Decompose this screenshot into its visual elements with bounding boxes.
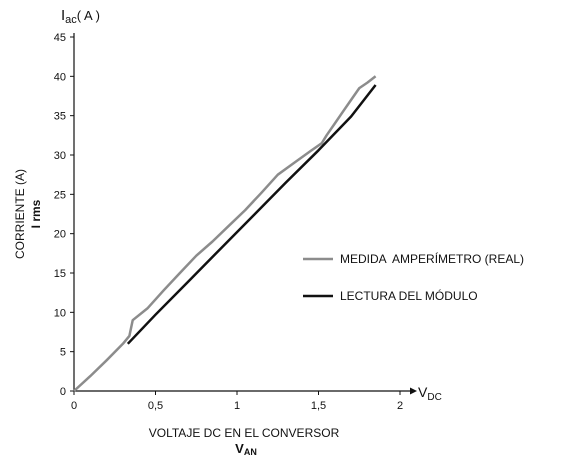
y-axis-title: CORRIENTE (A) [13,169,27,259]
axes: 0 0,5 1 1,5 2 0 5 10 15 20 25 30 35 40 45 [54,32,417,412]
y-tick-label: 20 [54,229,66,241]
series-line-real [73,75,377,392]
x-tick-label: 1,5 [311,400,326,412]
y-tick-label: 0 [60,386,66,398]
y-axis-subtitle: I rms [29,199,43,228]
x-ticks: 0 0,5 1 1,5 2 [71,391,403,412]
x-axis-subtitle-symbol: V [235,441,244,456]
x-axis-subtitle: VAN [235,441,257,457]
y-tick-label: 30 [54,150,66,162]
series-layer [73,75,377,392]
x-tick-label: 1 [234,400,240,412]
y-unit-label: Iac( A ) [61,7,100,26]
y-tick-label: 45 [54,32,66,44]
y-tick-label: 25 [54,189,66,201]
x-axis-subtitle-subscript: AN [244,447,257,457]
legend-label-module: LECTURA DEL MÓDULO [340,288,478,303]
y-unit-suffix: ( A ) [77,8,100,23]
y-tick-label: 10 [54,307,66,319]
x-axis-arrow [410,387,417,395]
legend-label-real: MEDIDA AMPERÍMETRO (REAL) [340,251,524,266]
series-line-module [126,84,377,345]
y-tick-label: 15 [54,268,66,280]
y-unit-symbol: I [61,7,65,24]
y-unit-subscript: ac [65,14,77,26]
y-tick-label: 40 [54,71,66,83]
x-tick-label: 2 [397,400,403,412]
x-unit-label: VDC [418,384,442,403]
x-tick-label: 0 [71,400,77,412]
legend: MEDIDA AMPERÍMETRO (REAL) LECTURA DEL MÓ… [303,251,524,303]
x-unit-subscript: DC [427,392,441,403]
x-tick-label: 0,5 [148,400,163,412]
x-axis-title: VOLTAJE DC EN EL CONVERSOR [149,426,340,440]
x-unit-symbol: V [418,384,428,400]
y-tick-label: 5 [60,347,66,359]
y-ticks: 0 5 10 15 20 25 30 35 40 45 [54,32,74,398]
y-tick-label: 35 [54,111,66,123]
